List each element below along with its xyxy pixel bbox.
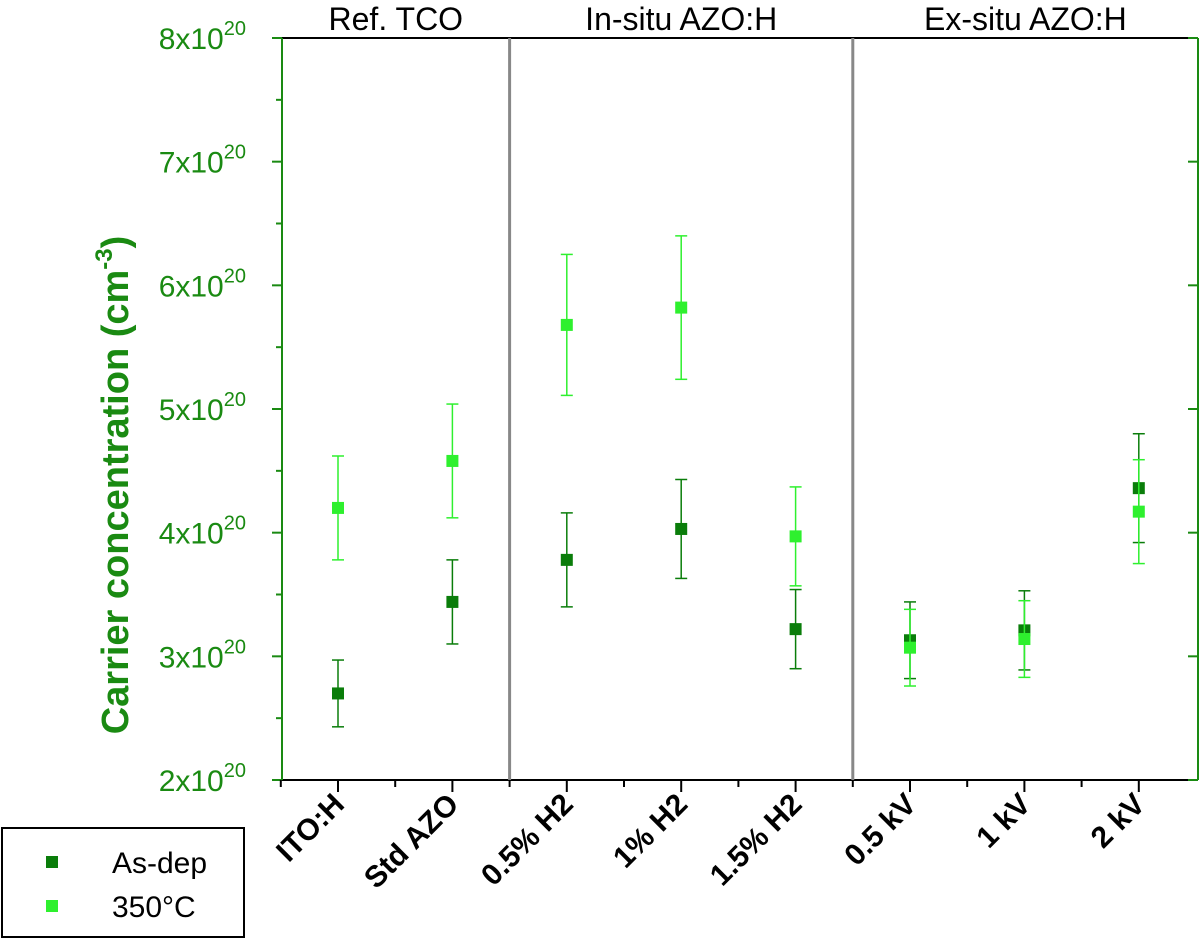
x-tick-label: 1.5% H2	[704, 788, 809, 893]
x-tick-label: 0.5 kV	[838, 788, 923, 873]
x-tick-label: Std AZO	[358, 788, 465, 895]
y-tick-exponent: 20	[224, 513, 246, 535]
y-axis-label: Carrier concentration (cm-3)	[91, 236, 137, 735]
y-tick-mantissa: 6x10	[159, 270, 224, 303]
legend-marker	[46, 856, 58, 868]
data-point	[789, 623, 802, 636]
data-point	[446, 454, 459, 467]
y-tick-exponent: 20	[224, 18, 246, 40]
legend-marker	[46, 900, 58, 912]
y-tick-label: 8x1020	[159, 18, 246, 56]
plot-area	[281, 37, 1199, 781]
y-tick-label: 6x1020	[159, 265, 246, 303]
x-tick-label: ITO:H	[270, 788, 351, 869]
data-point	[675, 522, 688, 535]
data-point	[560, 318, 573, 331]
group-label: In-situ AZO:H	[585, 1, 777, 37]
data-point	[675, 301, 688, 314]
y-tick-mantissa: 4x10	[159, 518, 224, 551]
y-tick-mantissa: 7x10	[159, 147, 224, 180]
data-point	[446, 595, 459, 608]
y-tick-label: 4x1020	[159, 513, 246, 551]
y-tick-exponent: 20	[224, 636, 246, 658]
y-tick-label: 3x1020	[159, 636, 246, 674]
legend-label: 350°C	[112, 891, 196, 924]
y-tick-mantissa: 2x10	[159, 765, 224, 798]
data-point	[904, 641, 916, 654]
data-point	[332, 501, 344, 514]
y-tick-mantissa: 8x10	[159, 23, 224, 56]
data-series	[332, 235, 1145, 728]
legend-label: As-dep	[112, 847, 207, 880]
group-labels: Ref. TCO In-situ AZO:H Ex-situ AZO:H	[329, 1, 1127, 37]
y-tick-exponent: 20	[224, 142, 246, 164]
y-tick-label: 5x1020	[159, 389, 246, 427]
x-tick-label: 2 kV	[1085, 788, 1152, 855]
legend-box	[1, 827, 245, 938]
data-point	[1018, 633, 1031, 646]
data-point	[560, 553, 573, 566]
y-axis: 2x10203x10204x10205x10206x10207x10208x10…	[159, 18, 1198, 798]
group-label: Ex-situ AZO:H	[924, 1, 1127, 37]
x-tick-label: 1 kV	[970, 788, 1037, 855]
y-tick-mantissa: 5x10	[159, 394, 224, 427]
x-tick-label: 1% H2	[607, 788, 694, 875]
series-0	[332, 432, 1145, 728]
x-axis: ITO:H Std AZO 0.5% H2 1% H2 1.5% H2 0.5 kV 1 k…	[270, 780, 1152, 895]
data-point	[332, 687, 344, 700]
data-point	[1132, 505, 1145, 518]
y-tick-exponent: 20	[224, 265, 246, 287]
y-tick-exponent: 20	[224, 389, 246, 411]
data-point	[789, 530, 802, 543]
group-label: Ref. TCO	[329, 1, 464, 37]
y-tick-exponent: 20	[224, 760, 246, 782]
legend: As-dep 350°C	[1, 827, 245, 938]
series-1	[332, 235, 1145, 687]
y-tick-label: 7x1020	[159, 142, 246, 180]
y-tick-mantissa: 3x10	[159, 641, 224, 674]
y-tick-label: 2x1020	[159, 760, 246, 798]
x-tick-label: 0.5% H2	[475, 788, 580, 893]
